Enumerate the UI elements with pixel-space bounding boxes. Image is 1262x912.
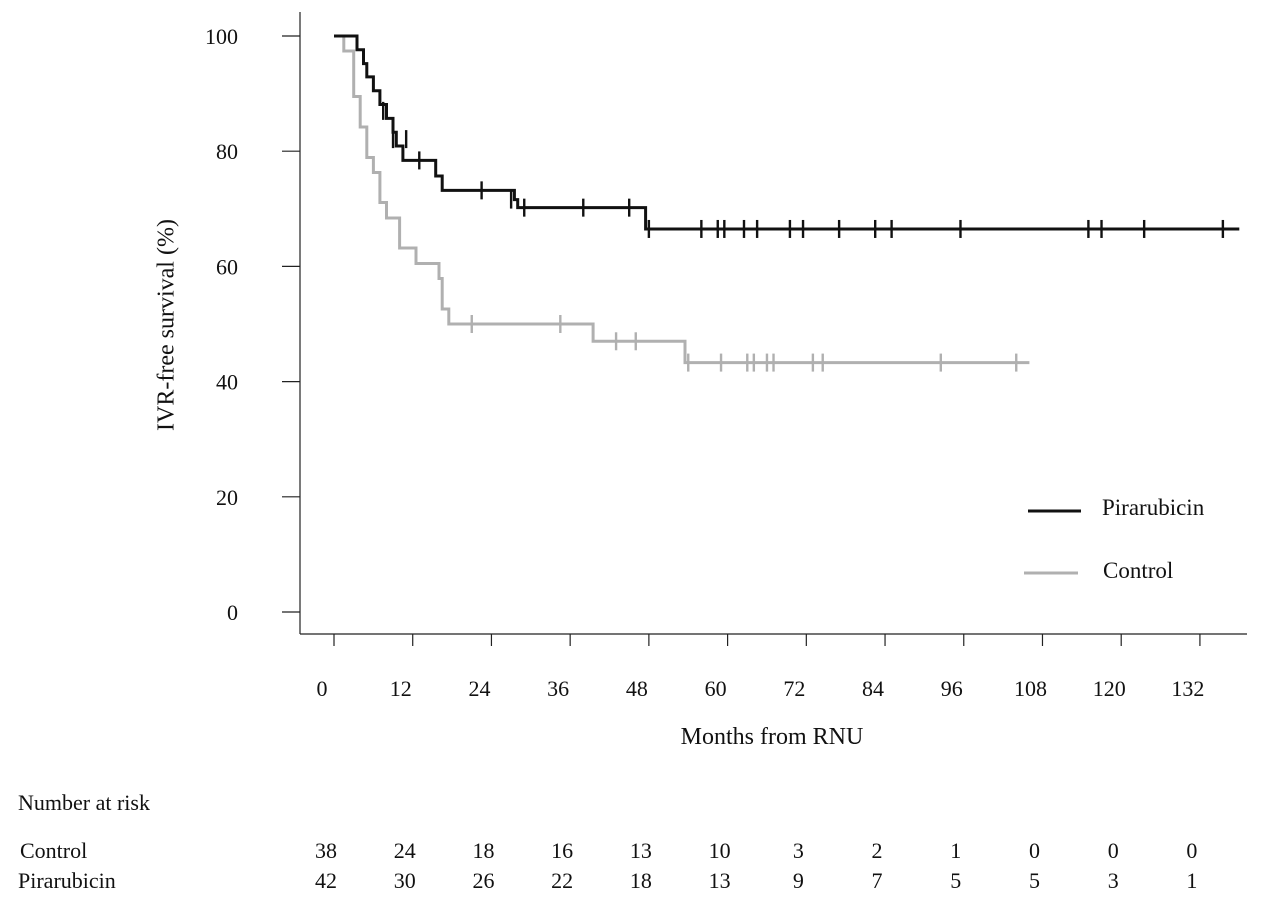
x-tick-label: 132	[1171, 676, 1204, 701]
y-tick-label: 80	[216, 139, 238, 164]
risk-value: 5	[950, 868, 961, 893]
risk-value: 3	[793, 838, 804, 863]
risk-value: 10	[709, 838, 731, 863]
y-tick-label: 100	[205, 24, 238, 49]
risk-value: 22	[551, 868, 573, 893]
x-tick-label: 84	[862, 676, 884, 701]
risk-value: 0	[1108, 838, 1119, 863]
x-tick-label: 60	[705, 676, 727, 701]
risk-value: 9	[793, 868, 804, 893]
risk-value: 30	[394, 868, 416, 893]
risk-value: 3	[1108, 868, 1119, 893]
risk-value: 2	[872, 838, 883, 863]
x-tick-label: 24	[468, 676, 490, 701]
legend-label-control: Control	[1103, 558, 1173, 583]
series-line-control	[334, 34, 1030, 365]
y-axis-title: IVR-free survival (%)	[154, 219, 180, 431]
risk-value: 1	[1186, 868, 1197, 893]
x-axis-title: Months from RNU	[681, 724, 864, 750]
y-tick-label: 40	[216, 370, 238, 395]
series-layer	[334, 34, 1240, 372]
x-tick-label: 48	[626, 676, 648, 701]
x-tick-label: 108	[1014, 676, 1047, 701]
risk-value: 26	[472, 868, 494, 893]
x-tick-label: 96	[941, 676, 963, 701]
risk-value: 13	[630, 838, 652, 863]
risk-value: 5	[1029, 868, 1040, 893]
y-tick-label: 60	[216, 254, 238, 279]
x-tick-label: 120	[1093, 676, 1126, 701]
y-tick-label: 0	[227, 600, 238, 625]
risk-table-title: Number at risk	[18, 790, 150, 815]
x-tick-label: 0	[317, 676, 328, 701]
x-tick-label: 72	[783, 676, 805, 701]
legend-label-pirarubicin: Pirarubicin	[1102, 495, 1205, 520]
risk-value: 16	[551, 838, 573, 863]
risk-value: 0	[1029, 838, 1040, 863]
risk-value: 42	[315, 868, 337, 893]
x-tick-label: 12	[390, 676, 412, 701]
legend: Pirarubicin Control	[1024, 495, 1205, 583]
y-tick-label: 20	[216, 485, 238, 510]
x-tick-label: 36	[547, 676, 569, 701]
risk-row-label-pirarubicin: Pirarubicin	[18, 868, 116, 893]
risk-value: 13	[709, 868, 731, 893]
risk-value: 0	[1186, 838, 1197, 863]
series-line-pirarubicin	[334, 34, 1240, 231]
y-ticks: 0 20 40 60 80 100	[205, 24, 300, 625]
risk-values: 38 24 18 16 13 10 3 2 1 0 0 042 30 26 22 18 13 9 7 5 5 3 1	[315, 838, 1197, 893]
risk-value: 7	[872, 868, 883, 893]
risk-value: 24	[394, 838, 416, 863]
risk-row-label-control: Control	[20, 838, 87, 863]
risk-value: 38	[315, 838, 337, 863]
risk-value: 18	[472, 838, 494, 863]
risk-value: 18	[630, 868, 652, 893]
risk-value: 1	[950, 838, 961, 863]
x-ticks: 0 12 24 36 48 60 72 84 96 108 120 132	[317, 634, 1204, 701]
